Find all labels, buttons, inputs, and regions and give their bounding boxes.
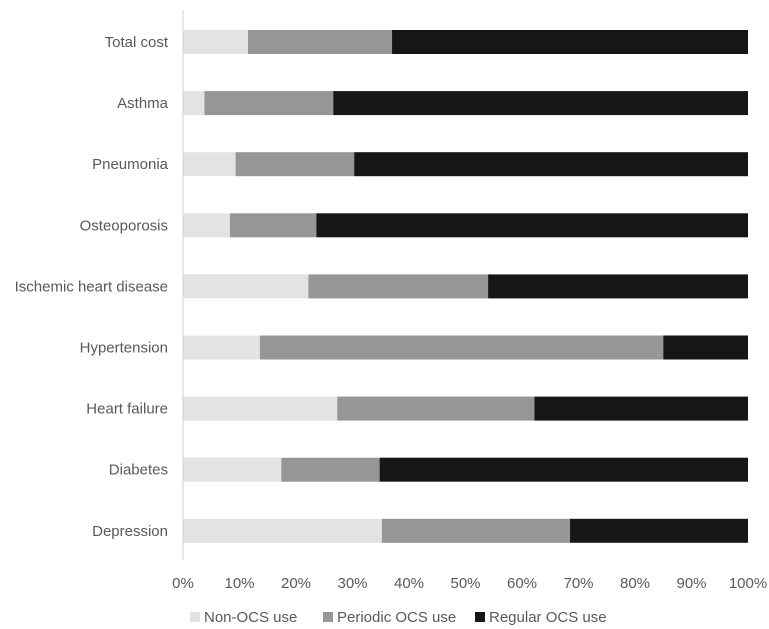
bar-periodic-ocs: [281, 457, 380, 482]
bar-regular-ocs: [392, 30, 748, 54]
category-label: Total cost: [105, 34, 169, 51]
legend: Non-OCS use Periodic OCS use Regular OCS u…: [190, 609, 607, 626]
legend-label: Non-OCS use: [204, 609, 297, 626]
bar-regular-ocs: [379, 457, 748, 482]
bar-periodic-ocs: [259, 335, 664, 360]
x-tick-label: 100%: [729, 575, 767, 592]
legend-swatch: [475, 612, 485, 622]
bar-periodic-ocs: [204, 91, 334, 116]
bar-non-ocs: [183, 91, 205, 116]
bar-periodic-ocs: [247, 30, 393, 54]
bar-periodic-ocs: [229, 213, 317, 238]
category-label: Pneumonia: [92, 156, 169, 173]
x-tick-label: 20%: [281, 575, 311, 592]
legend-label: Periodic OCS use: [337, 609, 456, 626]
x-tick-label: 40%: [394, 575, 424, 592]
category-label: Heart failure: [86, 401, 168, 418]
legend-label: Regular OCS use: [489, 609, 607, 626]
bar-periodic-ocs: [308, 274, 489, 299]
bar-non-ocs: [183, 457, 282, 482]
bar-non-ocs: [183, 396, 338, 421]
bar-periodic-ocs: [381, 518, 571, 543]
category-label: Hypertension: [80, 340, 168, 357]
legend-swatch: [190, 612, 200, 622]
legend-swatch: [323, 612, 333, 622]
bar-regular-ocs: [570, 518, 748, 543]
x-tick-label: 80%: [620, 575, 650, 592]
bar-periodic-ocs: [337, 396, 535, 421]
bar-non-ocs: [183, 274, 309, 299]
category-label: Depression: [92, 523, 168, 540]
bar-non-ocs: [183, 30, 248, 54]
category-label: Ischemic heart disease: [15, 278, 168, 295]
bar-non-ocs: [183, 335, 260, 360]
bar-regular-ocs: [488, 274, 748, 299]
x-tick-label: 90%: [676, 575, 706, 592]
x-tick-labels: 0% 10% 20% 30% 40% 50% 60% 70% 80% 90% 100%: [172, 575, 767, 592]
bar-non-ocs: [183, 518, 382, 543]
x-tick-label: 30%: [337, 575, 367, 592]
x-tick-label: 0%: [172, 575, 194, 592]
x-tick-label: 70%: [563, 575, 593, 592]
category-label: Asthma: [117, 95, 169, 112]
bar-regular-ocs: [354, 152, 748, 177]
bar-periodic-ocs: [235, 152, 355, 177]
x-tick-label: 10%: [224, 575, 254, 592]
category-label: Osteoporosis: [80, 217, 168, 234]
bars-layer: [183, 30, 748, 543]
bar-regular-ocs: [316, 213, 748, 238]
bar-regular-ocs: [663, 335, 748, 360]
bar-regular-ocs: [333, 91, 748, 116]
x-tick-label: 60%: [507, 575, 537, 592]
bar-non-ocs: [183, 152, 236, 177]
bar-regular-ocs: [534, 396, 748, 421]
category-label: Diabetes: [109, 462, 168, 479]
x-tick-label: 50%: [450, 575, 480, 592]
category-labels: Total cost Asthma Pneumonia Osteoporosis Isc…: [15, 34, 169, 540]
bar-non-ocs: [183, 213, 230, 238]
